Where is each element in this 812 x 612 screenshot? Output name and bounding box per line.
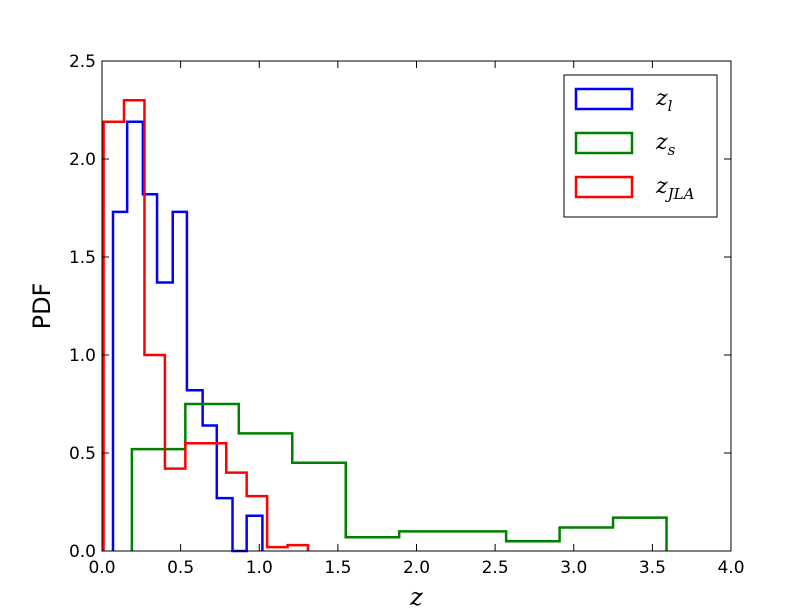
x-axis-label: z bbox=[409, 583, 423, 611]
series-jla-line bbox=[102, 98, 310, 551]
legend-swatch bbox=[574, 87, 634, 111]
series-l-line bbox=[111, 120, 264, 553]
legend-label: zs bbox=[655, 130, 676, 159]
x-tick-label: 4.0 bbox=[717, 558, 744, 578]
x-tick-label: 1.0 bbox=[246, 558, 273, 578]
x-tick-label: 2.5 bbox=[482, 558, 509, 578]
x-tick-label: 1.5 bbox=[324, 558, 351, 578]
x-tick-label: 3.0 bbox=[560, 558, 587, 578]
x-tick-label: 0.0 bbox=[88, 558, 115, 578]
x-tick-label: 0.5 bbox=[167, 558, 194, 578]
x-tick-label: 3.5 bbox=[639, 558, 666, 578]
legend-swatch bbox=[574, 131, 634, 155]
y-tick-label: 0.0 bbox=[69, 542, 96, 562]
legend-swatch bbox=[574, 175, 634, 199]
y-tick-label: 0.5 bbox=[69, 444, 96, 464]
legend-label: zl bbox=[655, 86, 673, 115]
legend-label: zJLA bbox=[655, 174, 695, 203]
series-s-line bbox=[130, 402, 668, 551]
legend-box bbox=[563, 74, 718, 218]
ticks-layer: 0.0 0.5 1.0 1.5 2.0 2.5 3.0 3.5 4.0 0.0 0.5 1.0 1.5 2… bbox=[69, 52, 745, 578]
legend: zl zs zJLA bbox=[563, 74, 718, 218]
y-tick-label: 2.5 bbox=[69, 52, 96, 72]
x-tick-label: 2.0 bbox=[403, 558, 430, 578]
y-tick-label: 1.0 bbox=[69, 346, 96, 366]
y-tick-label: 2.0 bbox=[69, 150, 96, 170]
y-axis-label: PDF bbox=[28, 283, 56, 330]
y-tick-label: 1.5 bbox=[69, 248, 96, 268]
